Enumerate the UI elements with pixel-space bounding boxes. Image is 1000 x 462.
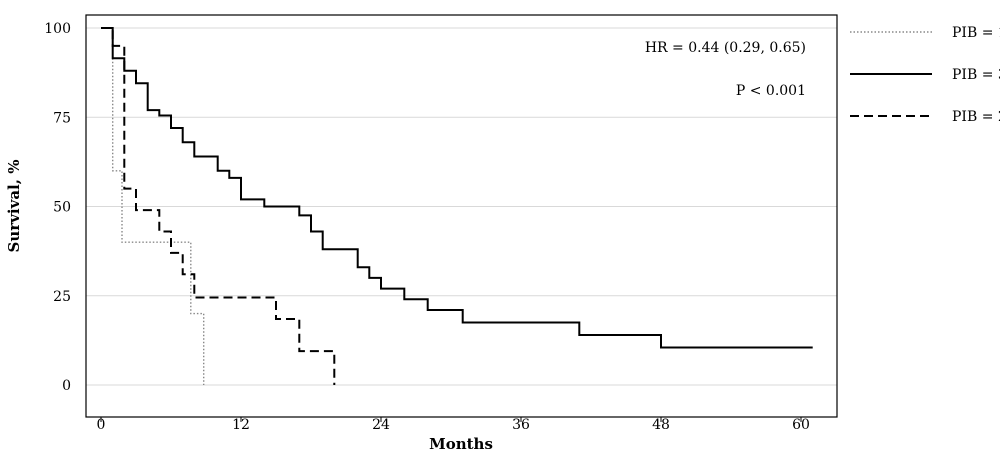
legend: PIB = 1 PIB = 3 PIB = 2 — [850, 25, 1000, 125]
y-tick-label-100: 100 — [44, 21, 71, 37]
x-tick-label-0: 0 — [97, 417, 106, 433]
series-line-2 — [101, 27, 813, 349]
p-value-annotation: P < 0.001 — [736, 83, 806, 99]
y-tick-label-50: 50 — [53, 200, 71, 216]
y-tick-label-0: 0 — [62, 378, 71, 394]
x-tick-label-60: 60 — [792, 417, 810, 433]
x-axis-title: Months — [429, 435, 493, 453]
legend-label-2: PIB = 3 — [952, 67, 1000, 83]
y-axis-title: Survival, % — [5, 160, 23, 253]
hazard-ratio-annotation: HR = 0.44 (0.29, 0.65) — [645, 40, 806, 56]
y-tick-label-75: 75 — [53, 110, 71, 126]
series-lines — [101, 27, 813, 385]
series-line-1 — [101, 27, 205, 385]
series-line-3 — [101, 27, 336, 385]
y-tick-label-25: 25 — [53, 289, 71, 305]
legend-label-1: PIB = 1 — [952, 25, 1000, 41]
x-tick-label-48: 48 — [652, 417, 670, 433]
gridlines — [86, 27, 837, 386]
x-tick-label-36: 36 — [512, 417, 530, 433]
tick-labels: 0 25 50 75 100 0 12 24 36 48 60 — [44, 21, 810, 433]
plot-frame — [85, 14, 838, 418]
x-tick-label-24: 24 — [372, 417, 390, 433]
legend-label-3: PIB = 2 — [952, 109, 1000, 125]
axes — [85, 14, 838, 418]
x-tick-label-12: 12 — [232, 417, 250, 433]
